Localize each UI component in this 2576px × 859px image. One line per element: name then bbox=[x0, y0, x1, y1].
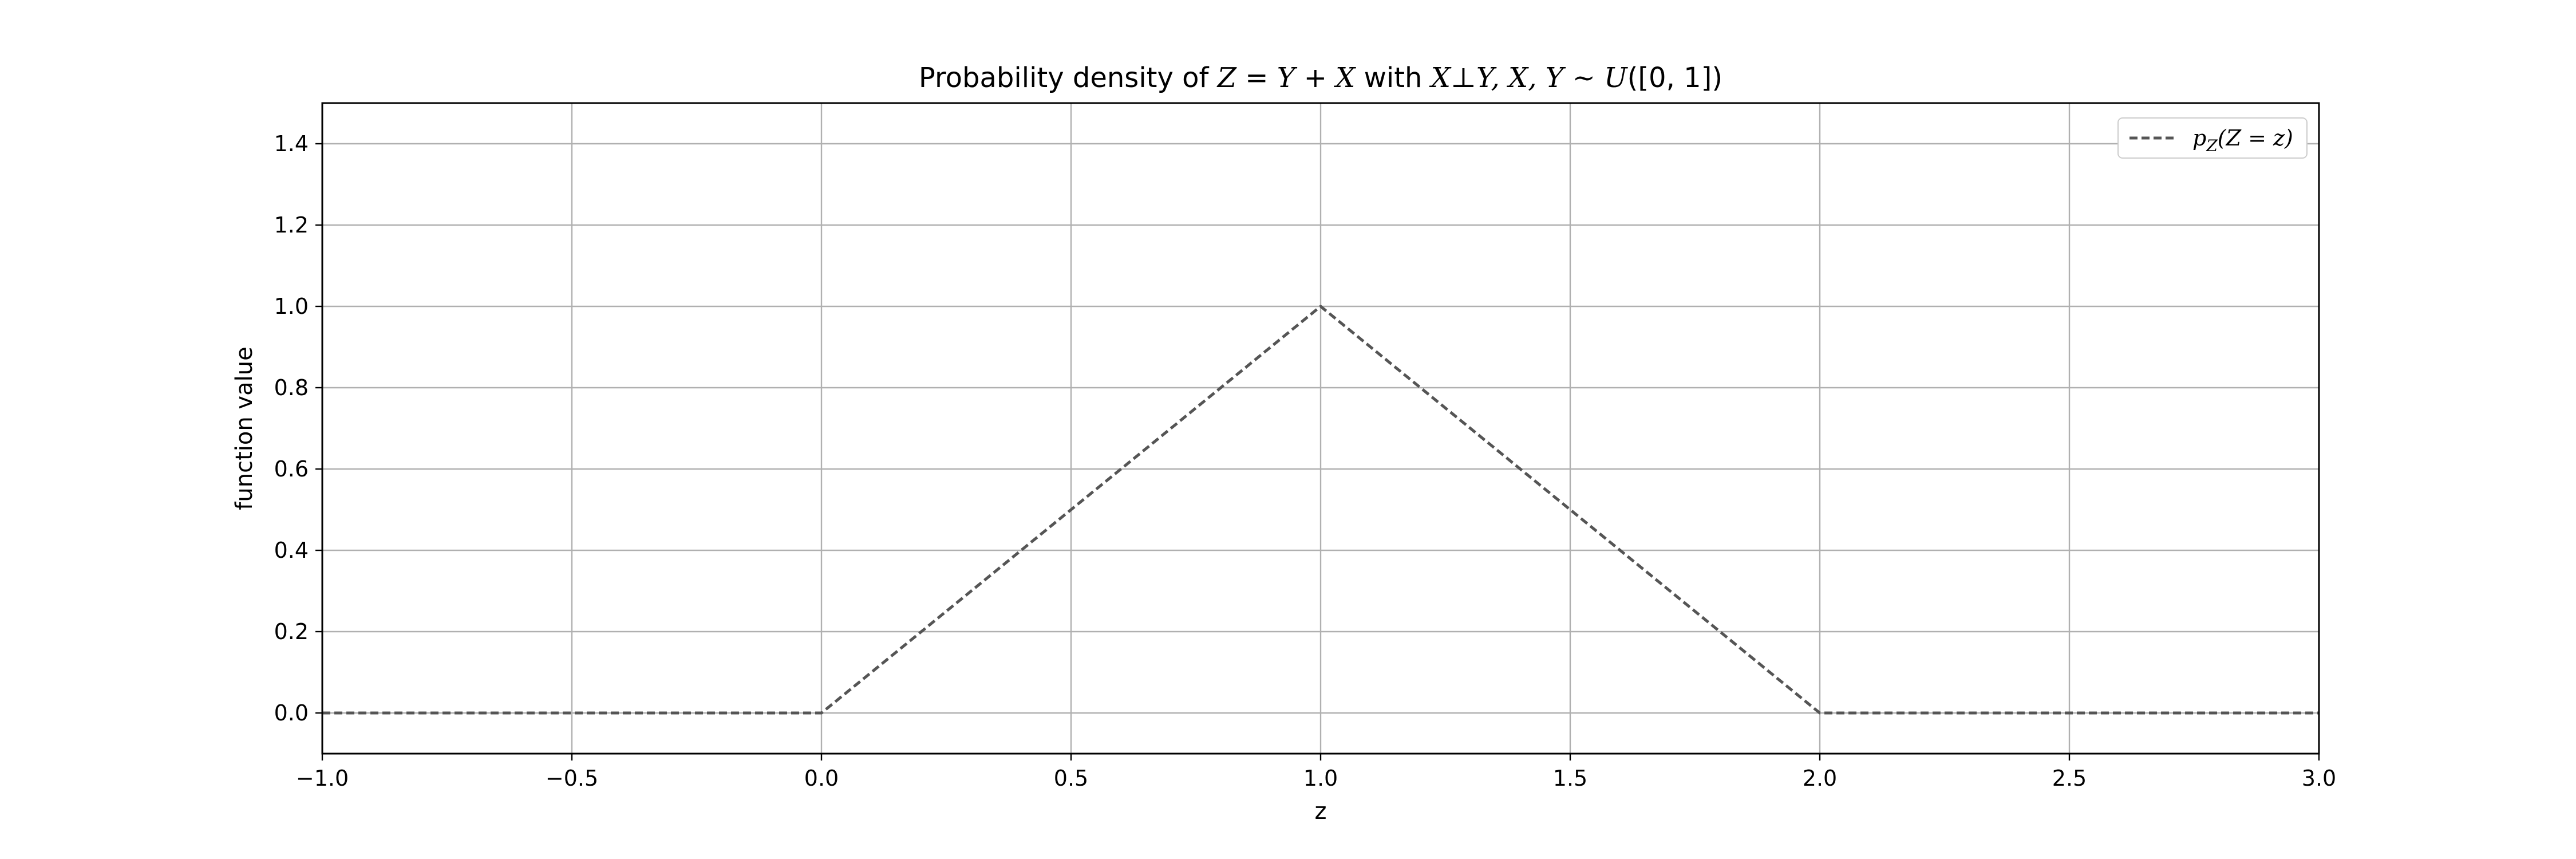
axis-ticks: −1.0 −0.5 0.0 0.5 1.0 1.5 2.0 2.5 3.0 0.0 0.2 0.4 0.… bbox=[274, 131, 2337, 791]
x-tick-label: 2.5 bbox=[2052, 766, 2087, 791]
chart-title: Probability density of Z = Y + X with X⊥… bbox=[919, 62, 1722, 94]
x-tick-label: 0.0 bbox=[804, 766, 839, 791]
y-tick-label: 0.6 bbox=[274, 456, 309, 482]
legend-box bbox=[2117, 117, 2308, 159]
y-tick-label: 1.2 bbox=[274, 212, 309, 238]
x-tick-label: 1.5 bbox=[1553, 766, 1587, 791]
series-line-density bbox=[322, 305, 2319, 715]
title-middle: with bbox=[1355, 62, 1431, 94]
title-equation-1: Z = Y + X bbox=[1216, 62, 1357, 94]
legend: pZ(Z = z) bbox=[2117, 117, 2308, 159]
y-tick-label: 1.0 bbox=[274, 294, 309, 319]
x-tick-label: 1.0 bbox=[1303, 766, 1338, 791]
legend-entry-label: pZ(Z = z) bbox=[2192, 125, 2293, 155]
title-equation-2: X⊥Y, X, Y ~ U bbox=[1429, 62, 1628, 94]
title-suffix: ([0, 1]) bbox=[1627, 62, 1723, 94]
x-tick-label: −0.5 bbox=[546, 766, 598, 791]
y-tick-label: 0.8 bbox=[274, 375, 309, 400]
y-tick-label: 0.2 bbox=[274, 619, 309, 644]
y-tick-label: 0.0 bbox=[274, 700, 309, 726]
x-tick-label: 0.5 bbox=[1054, 766, 1088, 791]
x-tick-label: 2.0 bbox=[1803, 766, 1837, 791]
x-axis-label: z bbox=[1315, 798, 1327, 825]
y-tick-label: 0.4 bbox=[274, 538, 309, 563]
y-axis-label: function value bbox=[231, 346, 258, 510]
x-tick-label: 3.0 bbox=[2302, 766, 2336, 791]
y-tick-label: 1.4 bbox=[274, 131, 309, 156]
x-tick-label: −1.0 bbox=[296, 766, 349, 791]
title-prefix: Probability density of bbox=[919, 62, 1218, 94]
series-lines bbox=[322, 305, 2319, 715]
